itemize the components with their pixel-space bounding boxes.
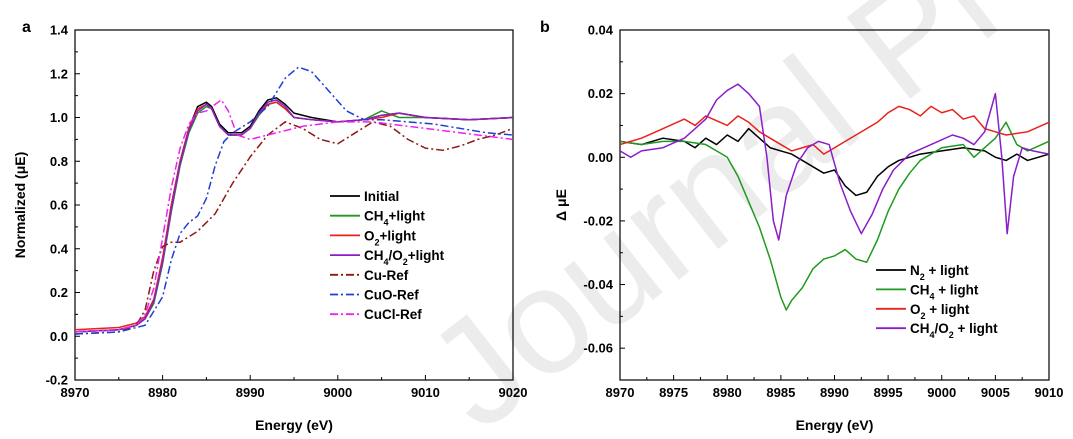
y-tick-label: 0.6 [50, 198, 68, 213]
legend-label: CH4+light [364, 209, 425, 228]
x-tick-label: 8980 [148, 385, 177, 400]
x-tick-label: 9010 [411, 385, 440, 400]
x-tick-label: 8985 [766, 385, 795, 400]
series-line-cucl-ref [75, 99, 513, 333]
y-tick-label: -0.2 [46, 373, 68, 388]
legend-label: CuCl-Ref [364, 307, 422, 322]
x-tick-label: 9010 [1035, 385, 1064, 400]
legend-label: O2+light [364, 228, 416, 247]
x-tick-label: 8990 [820, 385, 849, 400]
x-tick-label: 9000 [323, 385, 352, 400]
x-tick-label: 8990 [236, 385, 265, 400]
y-tick-label: 1.0 [50, 110, 68, 125]
y-tick-label: -0.02 [583, 213, 613, 228]
legend-label: CH4/O2+light [364, 248, 445, 267]
legend-label: CuO-Ref [364, 288, 419, 303]
x-tick-label: 9005 [981, 385, 1010, 400]
series-line-cu-ref [75, 121, 513, 335]
y-axis-label: Δ μE [553, 189, 569, 221]
y-axis-label: Normalized (μE) [12, 152, 28, 259]
x-tick-label: 8970 [61, 385, 90, 400]
legend-label: O2 + light [910, 302, 970, 321]
y-tick-label: 0.2 [50, 285, 68, 300]
y-tick-label: -0.06 [583, 341, 613, 356]
y-tick-label: 1.2 [50, 66, 68, 81]
series-line-ch4-light [620, 121, 1049, 311]
y-tick-label: 0.04 [588, 23, 614, 38]
legend-label: Cu-Ref [364, 268, 409, 283]
series-line-ch4-o2-light [620, 83, 1049, 241]
x-tick-label: 8995 [874, 385, 903, 400]
series-group [620, 83, 1049, 311]
x-tick-label: 8980 [713, 385, 742, 400]
panel-letter-a: a [22, 19, 31, 36]
y-tick-label: 0.0 [50, 329, 68, 344]
x-axis-label: Energy (eV) [796, 417, 874, 433]
x-tick-label: 8975 [659, 385, 688, 400]
legend-label: CH4/O2 + light [910, 321, 998, 340]
panel-letter-b: b [540, 19, 550, 36]
y-tick-label: 1.4 [50, 23, 69, 38]
legend-label: Initial [364, 189, 399, 204]
series-line-ch4-o2-light [75, 99, 513, 333]
legend-label: CH4 + light [910, 282, 979, 301]
series-group [75, 66, 513, 335]
x-tick-label: 9000 [927, 385, 956, 400]
legend-label: N2 + light [910, 263, 969, 282]
x-tick-label: 8970 [606, 385, 635, 400]
y-tick-label: 0.4 [50, 241, 69, 256]
series-line-o2-light [620, 105, 1049, 155]
x-tick-label: 9020 [499, 385, 528, 400]
y-tick-label: 0.02 [588, 86, 613, 101]
y-tick-label: 0.00 [588, 150, 613, 165]
y-tick-label: 0.8 [50, 154, 68, 169]
series-line-cuo-ref [75, 66, 513, 335]
series-line-n2-light [620, 127, 1049, 197]
watermark: Journal Pre-proof [396, 0, 1073, 439]
x-axis-label: Energy (eV) [255, 417, 333, 433]
y-tick-label: -0.04 [583, 277, 613, 292]
